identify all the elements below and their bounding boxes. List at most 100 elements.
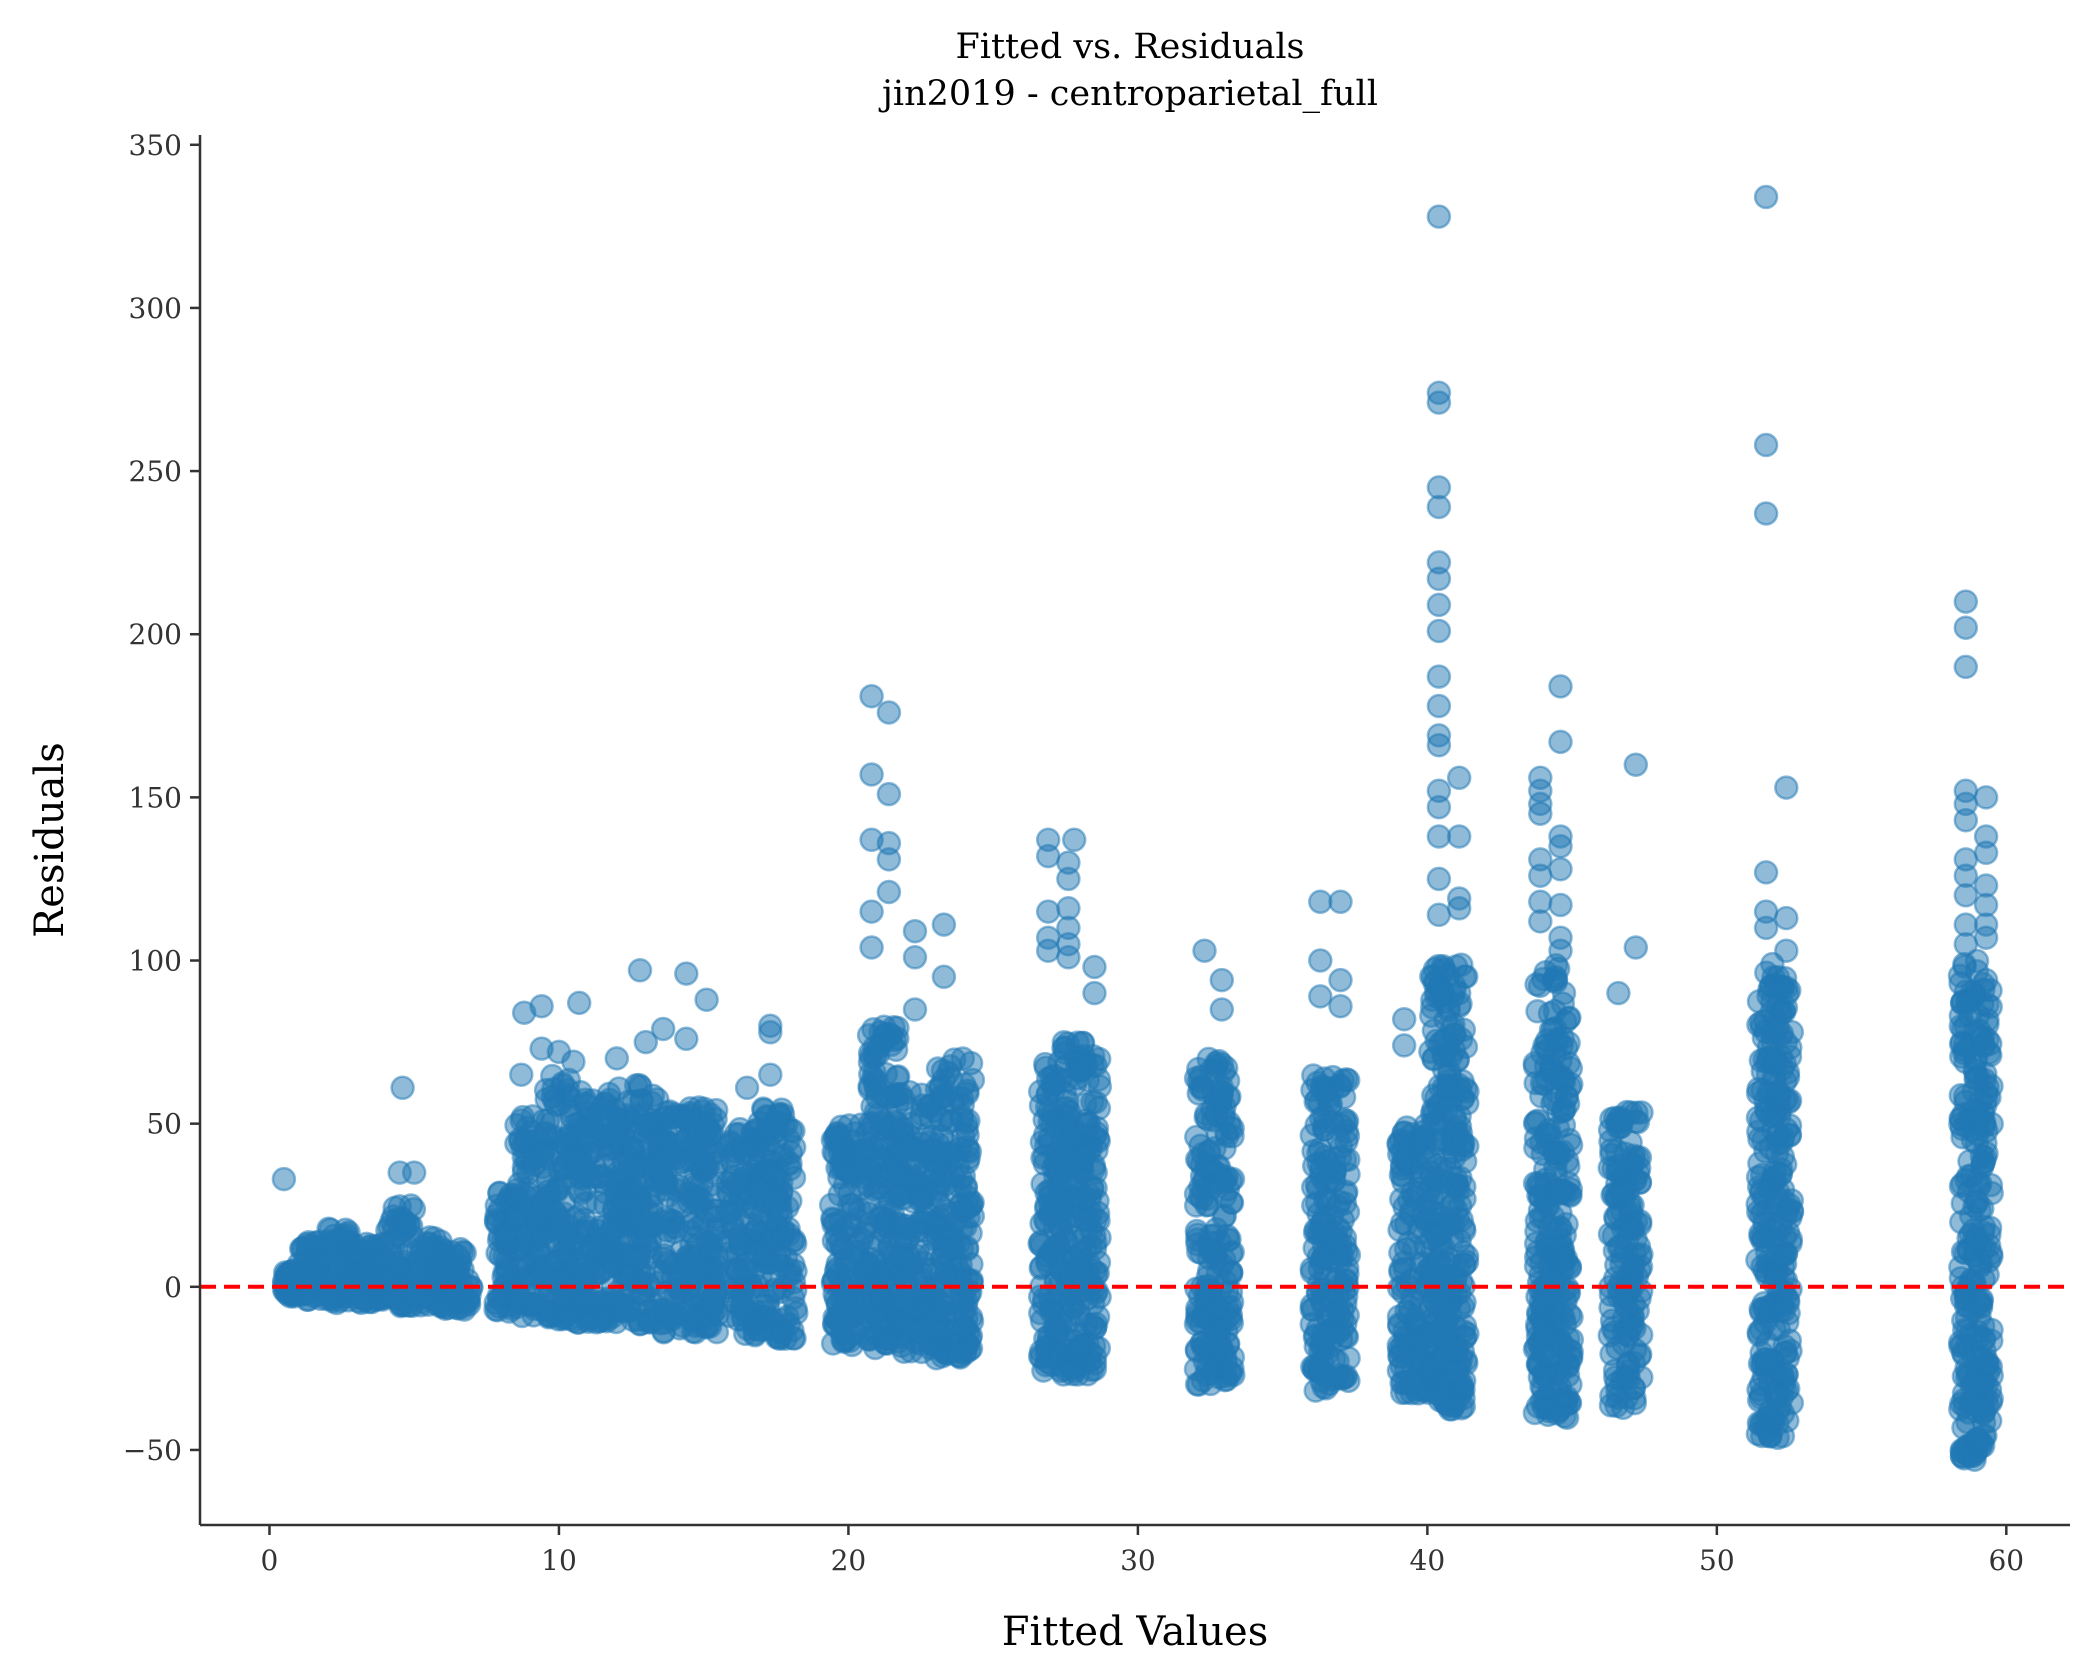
scatter-point (1551, 980, 1577, 1006)
chart-title: Fitted vs. Residuals (955, 27, 1304, 67)
x-tick-label: 60 (1988, 1544, 2024, 1577)
scatter-point (615, 1089, 641, 1115)
scatter-point (649, 1143, 675, 1168)
scatter-point (1553, 1009, 1578, 1034)
scatter-point (509, 1062, 534, 1087)
scatter-point (896, 1257, 922, 1283)
scatter-point (1446, 824, 1472, 849)
scatter-point (674, 1026, 699, 1052)
scatter-point (1428, 1285, 1453, 1310)
scatter-point (1772, 1340, 1798, 1366)
scatter-point (1528, 909, 1553, 934)
scatter-point (945, 1153, 971, 1179)
scatter-point (1773, 1030, 1799, 1055)
scatter-point (1972, 1067, 1997, 1093)
scatter-point (655, 1306, 681, 1331)
scatter-point (1403, 1129, 1429, 1154)
scatter-point (1548, 892, 1573, 918)
scatter-point (1426, 390, 1452, 415)
scatter-point (1420, 1110, 1446, 1136)
scatter-point (860, 1290, 886, 1316)
scatter-point (1972, 1398, 1997, 1423)
scatter-point (1328, 993, 1353, 1019)
scatter-point (1969, 1287, 1995, 1312)
scatter-point (1426, 204, 1452, 229)
scatter-point (1431, 1318, 1457, 1343)
scatter-point (780, 1318, 805, 1343)
scatter-point (1218, 1115, 1243, 1140)
scatter-point (867, 1206, 893, 1232)
scatter-point (876, 879, 902, 905)
scatter-point (1426, 693, 1452, 719)
scatter-point (1053, 1155, 1079, 1181)
scatter-point (677, 1248, 702, 1274)
scatter-point (1768, 1161, 1794, 1186)
scatter-point (864, 1084, 890, 1110)
scatter-point (1060, 1361, 1085, 1387)
scatter-point (1623, 935, 1649, 960)
x-axis-ticks: 0 10 20 30 40 50 60 (261, 1525, 2024, 1577)
scatter-point (1978, 1354, 2004, 1379)
scatter-point (1973, 785, 1999, 810)
scatter-point (1953, 931, 1979, 957)
scatter-point (1335, 1199, 1361, 1225)
scatter-point (529, 993, 554, 1019)
scatter-point (686, 1306, 712, 1331)
scatter-point (1522, 1400, 1548, 1426)
scatter-point (861, 1134, 886, 1160)
scatter-point (1971, 1111, 1996, 1137)
scatter-point (566, 990, 592, 1016)
scatter-point (327, 1227, 352, 1253)
y-tick-label: −50 (123, 1434, 182, 1467)
scatter-point (781, 1135, 807, 1160)
scatter-point (1082, 1344, 1108, 1370)
scatter-point (1035, 899, 1061, 924)
scatter-point (1442, 1022, 1467, 1048)
scatter-point (1525, 1316, 1550, 1342)
scatter-point (694, 987, 719, 1012)
scatter-point (1219, 1310, 1245, 1336)
scatter-point (1186, 1081, 1212, 1106)
scatter-point (1196, 1279, 1222, 1304)
scatter-point (1524, 1208, 1550, 1234)
scatter-point (1548, 938, 1573, 963)
scatter-point (866, 1034, 891, 1060)
scatter-point (1209, 997, 1235, 1022)
scatter-point (319, 1286, 345, 1311)
scatter-point (1970, 1433, 1996, 1459)
scatter-point (1335, 1123, 1361, 1149)
scatter-point (1775, 1197, 1800, 1223)
scatter-point (1552, 1403, 1577, 1429)
y-tick-label: 200 (129, 618, 182, 651)
scatter-point (1953, 883, 1979, 908)
scatter-point (1083, 1175, 1108, 1201)
scatter-point (608, 1168, 634, 1194)
scatter-point (1953, 615, 1979, 640)
scatter-point (1426, 794, 1452, 820)
scatter-point (902, 945, 928, 970)
scatter-point (1035, 843, 1061, 869)
scatter-point (1625, 1145, 1650, 1171)
scatter-point (931, 912, 957, 937)
scatter-point (1308, 948, 1333, 973)
scatter-point (860, 1323, 885, 1348)
scatter-point (902, 918, 928, 944)
scatter-point (561, 1049, 586, 1074)
scatter-point (1067, 1057, 1093, 1082)
scatter-point (1622, 1337, 1648, 1362)
scatter-point (959, 1192, 984, 1217)
scatter-point (1083, 1207, 1109, 1233)
y-tick-label: 50 (146, 1108, 182, 1141)
scatter-point (1449, 1375, 1475, 1400)
scatter-point (1302, 1324, 1328, 1350)
scatter-point (620, 1138, 646, 1163)
scatter-point (577, 1234, 603, 1259)
x-tick-label: 10 (541, 1544, 577, 1577)
scatter-point (604, 1214, 630, 1239)
scatter-point (1973, 925, 1999, 950)
scatter-point (1328, 889, 1353, 915)
scatter-point (1426, 494, 1452, 520)
scatter-point (1973, 967, 1999, 993)
